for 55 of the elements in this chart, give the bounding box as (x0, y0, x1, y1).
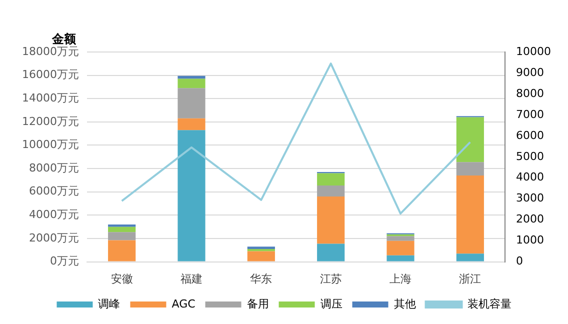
bar (247, 251, 275, 262)
x-tick-label: 安徽 (110, 272, 133, 286)
y-tick-label: 8000万元 (28, 161, 79, 174)
legend-label: 调压 (320, 297, 342, 310)
bar (247, 248, 275, 252)
bar (386, 240, 414, 256)
bar (108, 240, 136, 262)
y-tick-label: 12000万元 (22, 114, 79, 128)
bar (386, 236, 414, 241)
x-tick-label: 江苏 (320, 272, 342, 286)
y2-tick-label: 8000 (516, 86, 544, 100)
bar (456, 162, 484, 176)
y2-tick-label: 9000 (516, 66, 544, 79)
y-tick-label: 16000万元 (22, 68, 79, 82)
bar (178, 130, 206, 262)
x-tick-label: 浙江 (459, 272, 482, 286)
y-tick-label: 0万元 (50, 254, 79, 268)
y2-tick-label: 0 (516, 254, 524, 268)
bar (456, 117, 484, 162)
bar (108, 232, 136, 240)
y-tick-label: 14000万元 (22, 91, 79, 104)
bar (386, 255, 414, 262)
bar (317, 196, 345, 244)
x-tick-label: 上海 (390, 272, 412, 286)
y-tick-label: 4000万元 (28, 208, 79, 222)
bar (317, 185, 345, 197)
bar (178, 88, 206, 118)
bar (317, 244, 345, 262)
y2-tick-label: 2000 (516, 212, 544, 226)
y2-tick-label: 10000 (516, 44, 552, 58)
y-tick-label: 2000万元 (28, 231, 79, 244)
y2-tick-label: 6000 (516, 128, 544, 142)
bar (178, 78, 206, 88)
legend-label: 备用 (246, 297, 269, 310)
x-tick-label: 福建 (180, 272, 202, 286)
y2-tick-label: 1000 (516, 234, 544, 247)
y2-tick-label: 5000 (516, 150, 544, 163)
bar (456, 254, 484, 262)
bar (317, 173, 345, 186)
y2-tick-label: 3000 (516, 192, 544, 205)
x-tick-label: 华东 (250, 272, 272, 286)
legend-label: 装机容量 (467, 297, 512, 310)
legend-label: 调峰 (98, 297, 120, 310)
y2-tick-label: 7000 (516, 108, 544, 121)
bar (108, 226, 136, 232)
legend-label: AGC (172, 297, 196, 310)
bar (456, 176, 484, 254)
y-tick-label: 6000万元 (28, 184, 79, 198)
y-axis-title: 金额 (51, 32, 77, 46)
legend-label: 其他 (394, 297, 416, 310)
y-tick-label: 18000万元 (22, 44, 79, 58)
y-tick-label: 10000万元 (22, 138, 79, 152)
bar (178, 118, 206, 130)
bar (178, 76, 206, 79)
y2-tick-label: 4000 (516, 170, 544, 184)
